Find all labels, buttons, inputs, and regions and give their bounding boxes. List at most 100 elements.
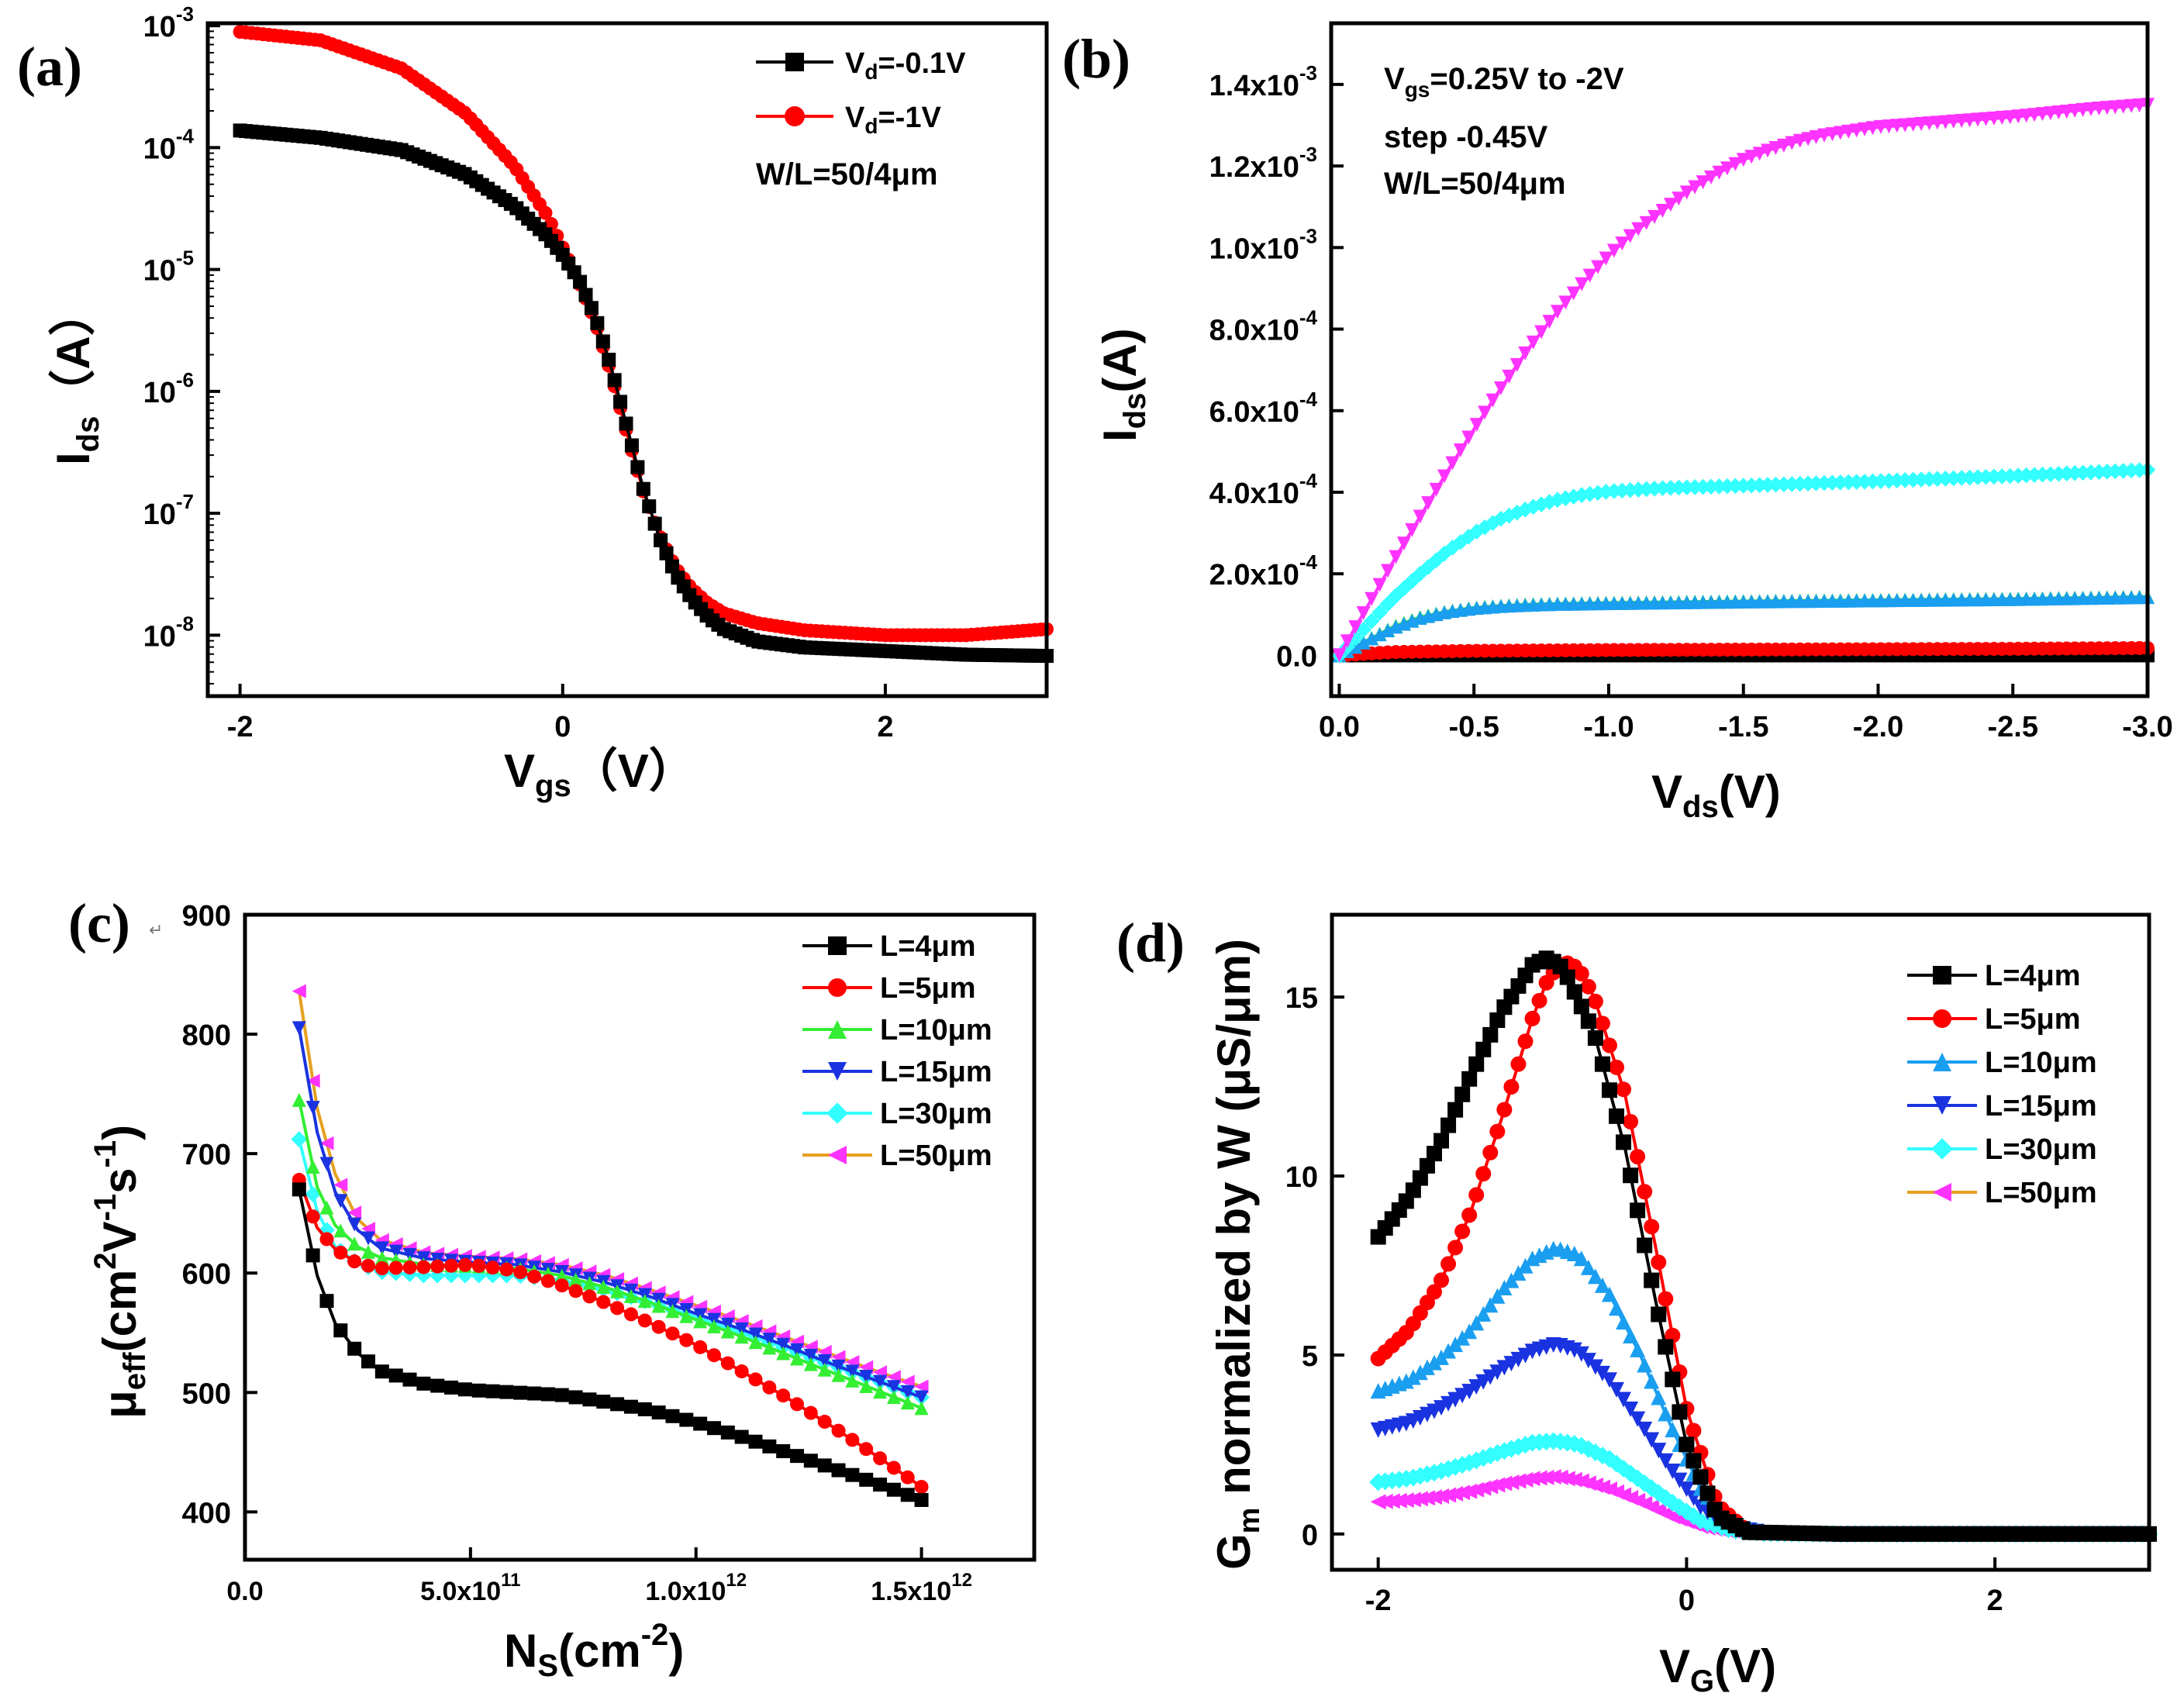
panel-c-series-0-point <box>817 1458 832 1473</box>
panel-d-series-2-point <box>1594 1277 1610 1293</box>
panel-b-series-0-point <box>1623 229 1637 243</box>
panel-d-series-1-point <box>1616 1081 1632 1098</box>
panel-c-series-3-point <box>845 1364 860 1379</box>
panel-c-series-0-point <box>665 1409 680 1423</box>
panel-d-series-0-point <box>1434 1133 1450 1149</box>
panel-d-series-5-point <box>1552 1469 1568 1485</box>
panel-c-series-0-point <box>900 1488 915 1502</box>
panel-c-series-3-point <box>886 1380 901 1395</box>
legend-d-label-5: L=50μm <box>1985 1177 2097 1209</box>
panel-c-series-0-point <box>540 1387 555 1402</box>
panel-c-series-2-point <box>568 1272 583 1287</box>
panel-d-series-1-point <box>1658 1291 1674 1307</box>
panel-b-series-0-point <box>1429 482 1444 497</box>
panel-d-series-3-point <box>1658 1453 1674 1469</box>
panel-d-series-5-point <box>1559 1471 1575 1487</box>
panel-b-series-2-point <box>1356 635 1371 650</box>
legend-c-marker-1 <box>828 978 847 997</box>
panel-c-xtick-label-1: 5.0x1011 <box>420 1570 520 1606</box>
panel-c-series-3-point <box>402 1247 417 1262</box>
panel-c-x-tick-labels: 0.0 5.0x1011 1.0x1012 1.5x1012 <box>226 1570 972 1606</box>
panel-b-series-0-point <box>1615 236 1630 251</box>
panel-d-series-0-point <box>1440 1117 1457 1133</box>
panel-c-series-2-point <box>859 1378 874 1393</box>
panel-c-series-2-point <box>734 1329 749 1344</box>
panel-d-series-5-point <box>1566 1471 1582 1488</box>
panel-a-marks <box>233 25 1054 664</box>
panel-a-x-tick-labels: -2 0 2 <box>227 711 894 743</box>
panel-c-series-2-point <box>610 1284 625 1298</box>
panel-b-series-0-point <box>1558 295 1573 310</box>
legend-c-marker-4 <box>826 1102 848 1124</box>
panel-d-ytick-label-1: 10 <box>1285 1161 1318 1194</box>
panel-d-series-1-point <box>1426 1284 1442 1300</box>
panel-a-frame <box>205 21 1049 698</box>
panel-d-series-3-point <box>1672 1472 1688 1488</box>
panel-d-series-1-point <box>1580 978 1596 995</box>
panel-a-ticks <box>208 24 887 696</box>
panel-b-ytick-label-2: 1.0x10-3 <box>1209 224 1317 265</box>
panel-b-series-0-point <box>1445 456 1460 471</box>
panel-b-series-1-point <box>1388 588 1404 604</box>
panel-b-series-0-point <box>1696 175 1710 190</box>
panel-c-series-1-point <box>762 1380 777 1395</box>
panel-c-series-2-point <box>748 1335 763 1350</box>
panel-c-y-tick-labels: 900 800 700 600 500 400 <box>182 900 231 1529</box>
panel-a-series-0-point <box>584 301 599 316</box>
panel-c-series-3-point <box>831 1359 846 1374</box>
panel-d-marks <box>1369 950 2158 1543</box>
panel-b-xtick-label-0: 0.0 <box>1319 711 1360 743</box>
panel-d-series-5-point <box>1426 1489 1442 1505</box>
panel-d-legend: L=4μm L=5μm L=10μm L=15μm L=30μm L=50μm <box>1907 960 2097 1209</box>
legend-a-marker-0 <box>785 53 804 71</box>
legend-c-label-4: L=30μm <box>880 1098 992 1130</box>
panel-c-y-axis-label: μeff(cm2V-1s-1) <box>88 1125 152 1419</box>
panel-b-ticks <box>1331 82 2149 696</box>
panel-d-series-2-point <box>1489 1288 1506 1304</box>
panel-d-series-0-point <box>1609 1108 1625 1124</box>
panel-c-series-1-point <box>374 1260 389 1275</box>
panel-d-series-1-point <box>1531 992 1547 1009</box>
panel-b-series-0-point <box>1591 260 1606 274</box>
panel-b-ytick-label-5: 4.0x10-4 <box>1209 469 1318 510</box>
panel-d-series-0-point <box>1461 1071 1478 1087</box>
panel-b-xtick-label-1: -0.5 <box>1448 711 1499 743</box>
panel-d-series-3-point <box>1637 1421 1653 1437</box>
panel-b-series-0-point <box>1631 222 1646 236</box>
panel-d-series-2-point <box>1482 1297 1499 1313</box>
panel-c-series-3-point <box>817 1354 832 1368</box>
panel-b-series-0-point <box>1672 191 1686 206</box>
panel-d-label: (d) <box>1116 912 1185 974</box>
panel-b-series-0-point <box>1485 393 1500 408</box>
panel-c-series-0-point <box>790 1449 805 1464</box>
panel-b-series-2-point <box>1421 609 1436 623</box>
panel-a-xtick-label-1: 0 <box>554 711 571 743</box>
panel-d-series-0-point <box>1685 1453 1702 1469</box>
panel-c-series-1-point <box>568 1284 583 1298</box>
panel-d-series-1-point <box>1440 1256 1457 1272</box>
panel-c-series-0-point <box>361 1354 376 1369</box>
panel-d-series-0-point <box>1454 1086 1471 1102</box>
panel-b-series-0-point <box>1639 216 1654 230</box>
panel-b-series-0-point <box>1478 405 1492 420</box>
panel-c-series-3-point <box>790 1343 805 1357</box>
panel-c-series-1-point <box>914 1480 929 1495</box>
panel-c-series-1-point <box>790 1397 805 1412</box>
panel-c-series-1-point <box>720 1356 735 1371</box>
panel-a-series-0-point <box>590 316 605 330</box>
panel-b-series-1-point <box>2099 464 2116 480</box>
panel-b-y-tick-labels: 1.4x10-3 1.2x10-3 1.0x10-3 8.0x10-4 6.0x10-4… <box>1209 61 1318 673</box>
panel-d-series-5-point <box>1405 1491 1421 1508</box>
panel-a-series-0-point <box>624 438 639 453</box>
panel-d-series-2-point <box>1637 1357 1653 1373</box>
panel-c-xtick-label-3: 1.5x1012 <box>871 1570 972 1606</box>
panel-b-series-0-point <box>1469 418 1484 433</box>
panel-c-series-2-point <box>347 1236 362 1251</box>
panel-d-series-0-point <box>1630 1202 1646 1219</box>
panel-b-series-0-point <box>1356 605 1371 620</box>
panel-c-xtick-label-2: 1.0x1012 <box>645 1570 747 1606</box>
panel-c-series-1-point <box>637 1313 652 1328</box>
panel-b-series-1-point <box>1379 595 1396 612</box>
panel-a-x-axis-label: Vgs（V） <box>504 745 695 803</box>
panel-c-series-0-point <box>679 1412 694 1427</box>
